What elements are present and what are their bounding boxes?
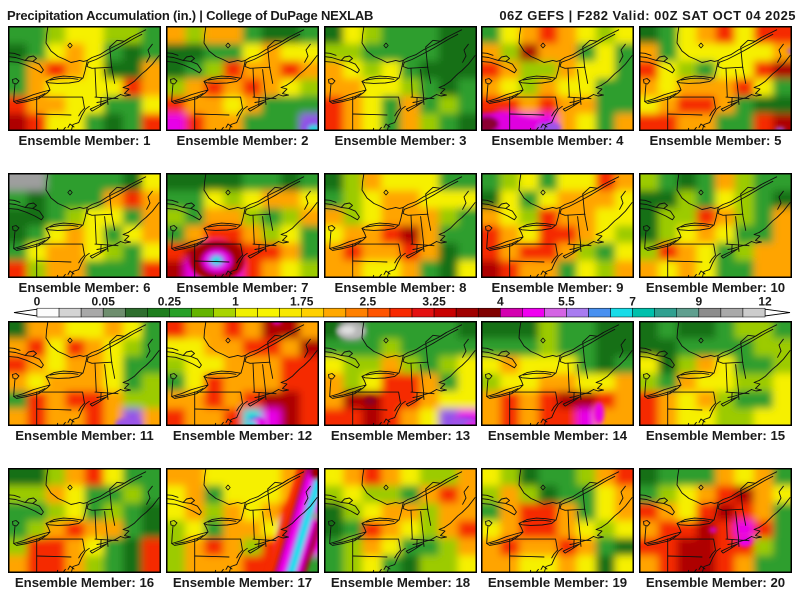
svg-text:9: 9	[695, 295, 702, 309]
svg-text:3.25: 3.25	[422, 295, 446, 309]
svg-text:0.05: 0.05	[92, 295, 116, 309]
svg-text:0: 0	[34, 295, 41, 309]
svg-text:5.5: 5.5	[558, 295, 575, 309]
svg-text:7: 7	[629, 295, 636, 309]
svg-text:2.5: 2.5	[360, 295, 377, 309]
svg-text:4: 4	[497, 295, 504, 309]
svg-text:12: 12	[758, 295, 772, 309]
svg-text:1.75: 1.75	[290, 295, 314, 309]
svg-text:1: 1	[232, 295, 239, 309]
svg-text:0.25: 0.25	[158, 295, 182, 309]
